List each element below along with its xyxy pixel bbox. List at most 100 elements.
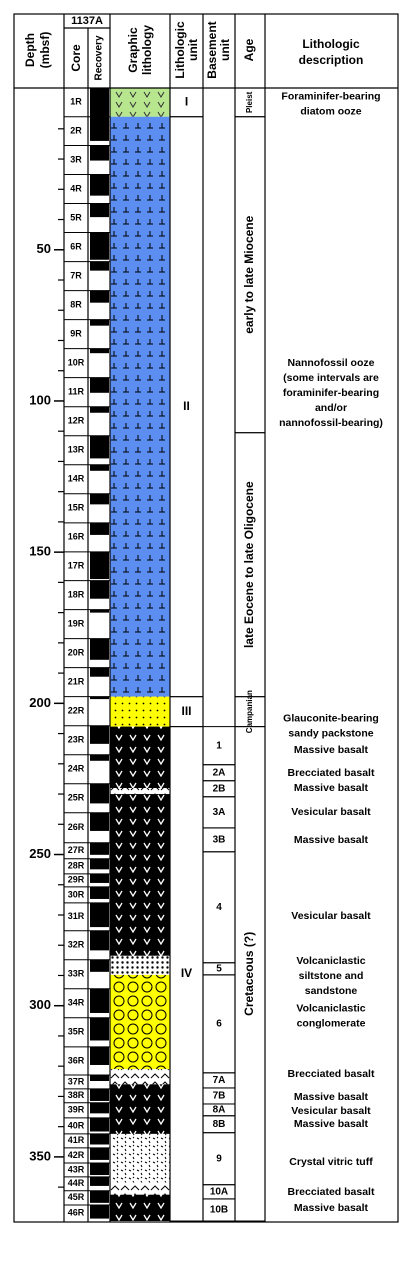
recovery-bar <box>90 783 109 804</box>
lithology-interval <box>110 1069 170 1085</box>
recovery-bar <box>90 1117 109 1132</box>
core-label: 35R <box>68 1027 85 1037</box>
core-label: 34R <box>68 998 85 1008</box>
lithology-interval <box>110 116 170 697</box>
lithology-interval <box>110 787 170 795</box>
description-line: Volcaniclastic <box>296 1002 365 1014</box>
core-label: 26R <box>68 822 85 832</box>
lithologic-unit-label: III <box>181 704 191 718</box>
recovery-bar <box>90 348 109 354</box>
lithology-interval <box>110 974 170 1070</box>
core-label: 3R <box>70 154 82 164</box>
description-line: Vesicular basalt <box>291 806 371 818</box>
core-label: 42R <box>68 1150 85 1160</box>
core-label: 16R <box>68 532 85 542</box>
lithology-interval <box>110 794 170 956</box>
recovery-bar <box>90 858 109 870</box>
depth-label: 100 <box>29 392 51 407</box>
recovery-bar <box>90 725 109 744</box>
description-line: Massive basalt <box>294 1118 369 1130</box>
header-label: Core <box>69 44 83 72</box>
description-line: Brecciated basalt <box>288 767 375 779</box>
core-label: 22R <box>68 706 85 716</box>
age-label: Cretaceous (?) <box>242 932 256 1016</box>
frame: 1137A Lithologic description Depth (mbsf)… <box>13 13 399 1223</box>
basement-unit-label: 5 <box>216 963 222 974</box>
basement-unit-label: 6 <box>216 1018 222 1029</box>
recovery-bar <box>90 1133 109 1145</box>
core-label: 20R <box>68 648 85 658</box>
core-label: 14R <box>68 474 85 484</box>
core-label: 7R <box>70 270 82 280</box>
core-label: 8R <box>70 299 82 309</box>
recovery-bar <box>90 1017 109 1041</box>
basement-unit-label: 10B <box>210 1205 228 1216</box>
description-line: Glauconite-bearing <box>283 712 379 724</box>
basement-unit-label: 8B <box>213 1119 226 1130</box>
basement-unit-label: 1 <box>216 740 222 751</box>
depth-label: 350 <box>29 1148 51 1163</box>
core-label: 17R <box>68 561 85 571</box>
core-label: 10R <box>68 358 85 368</box>
core-label: 18R <box>68 589 85 599</box>
lithology-interval <box>110 696 170 727</box>
recovery-bar <box>90 1190 109 1203</box>
recovery-bar <box>90 174 109 196</box>
recovery-bar <box>90 88 109 117</box>
description-line: diatom ooze <box>300 105 361 117</box>
recovery-bar <box>90 116 109 141</box>
core-label: 40R <box>68 1120 85 1130</box>
recovery-bar <box>90 232 109 260</box>
depth-label: 50 <box>37 241 51 256</box>
recovery-bar <box>90 667 109 677</box>
recovery-bar <box>90 377 109 393</box>
recovery-bar <box>90 435 109 459</box>
basement-unit-label: 2B <box>213 783 226 794</box>
core-label: 36R <box>68 1055 85 1065</box>
core-label: 46R <box>68 1207 85 1217</box>
recovery-bar <box>90 842 109 855</box>
header-label: Graphic <box>126 27 140 73</box>
recovery-bar <box>90 261 109 271</box>
description-line: Massive basalt <box>294 1091 369 1103</box>
recovery-bar <box>90 319 109 326</box>
core-label: 13R <box>68 445 85 455</box>
recovery-bar <box>90 464 109 471</box>
core-label: 27R <box>68 845 85 855</box>
core-label: 30R <box>68 889 85 899</box>
header-label: lithology <box>140 25 154 75</box>
lithology-interval <box>110 1133 170 1183</box>
basement-unit-label: 2A <box>213 767 226 778</box>
core-label: 2R <box>70 125 82 135</box>
recovery-bar <box>90 406 109 413</box>
basement-unit-label: 7A <box>213 1075 226 1086</box>
recovery-bar <box>90 1147 109 1160</box>
lithologic-unit-label: II <box>183 399 190 413</box>
core-label: 25R <box>68 793 85 803</box>
recovery-bar <box>90 580 109 599</box>
age-label: Pleist <box>245 91 254 113</box>
lithology-interval <box>110 1084 170 1134</box>
lithology-interval <box>110 1182 170 1195</box>
description-line: Brecciated basalt <box>288 1186 375 1198</box>
recovery-bar <box>90 1162 109 1176</box>
description-line: conglomerate <box>297 1017 366 1029</box>
recovery-bar <box>90 1088 109 1101</box>
lithology-interval <box>110 726 170 788</box>
recovery-bar <box>90 812 109 831</box>
recovery-bar <box>90 930 109 951</box>
recovery-bar <box>90 522 109 535</box>
core-label: 5R <box>70 212 82 222</box>
description-line: and/or <box>315 402 347 414</box>
header-label: Age <box>242 38 256 61</box>
age-label: Campanian <box>245 690 254 733</box>
header-label: description <box>299 53 364 67</box>
lithology-interval <box>110 955 170 975</box>
basement-unit-label: 4 <box>216 902 222 913</box>
core-label: 29R <box>68 875 85 885</box>
recovery-bar <box>90 1102 109 1114</box>
description-line: Vesicular basalt <box>291 910 371 922</box>
hole-label: 1137A <box>71 15 103 27</box>
core-label: 45R <box>68 1192 85 1202</box>
description-line: Massive basalt <box>294 744 369 756</box>
